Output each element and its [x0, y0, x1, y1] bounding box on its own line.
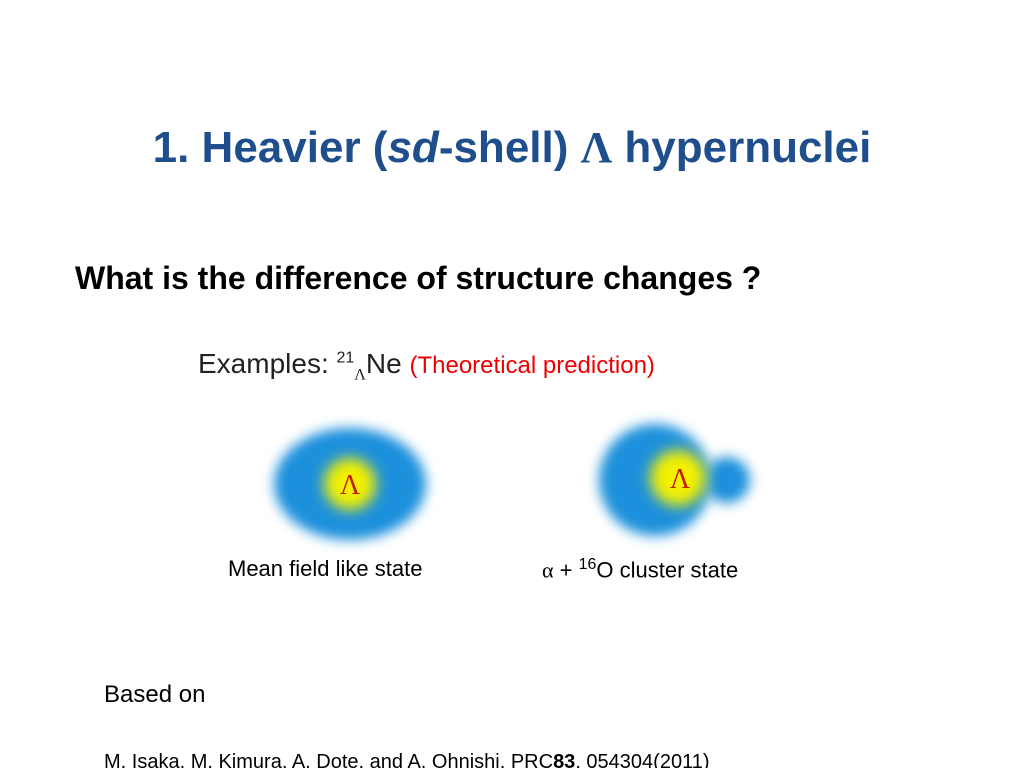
caption: α + 16O cluster state [542, 556, 738, 583]
volume: 83 [553, 751, 576, 768]
note: (Theoretical prediction) [409, 352, 655, 379]
mean-field-blob: Λ [274, 428, 426, 540]
mass-number: 16 [578, 556, 597, 573]
reference-intro: Based on [104, 681, 206, 708]
caption-text: + [553, 557, 579, 583]
examples-label: Examples: [198, 348, 337, 379]
examples: Examples: 21ΛNe (Theoretical prediction) [198, 348, 655, 385]
mass-number: 21 [336, 349, 355, 367]
lambda-subscript: Λ [354, 366, 366, 384]
title: 1. Heavier (sd-shell) Λ hypernuclei [0, 122, 1024, 173]
reference: Based on M. Isaka, M. Kimura, A. Dote, a… [104, 645, 710, 768]
caption: Mean field like state [228, 556, 423, 581]
reference-citation: M. Isaka, M. Kimura, A. Dote, and A. Ohn… [104, 751, 710, 768]
title-symbol: Λ [580, 123, 613, 172]
lambda-label: Λ [670, 464, 691, 495]
cluster-blob: Λ [599, 424, 750, 536]
lambda-label: Λ [340, 470, 361, 501]
title-text: 1. Heavier ( [152, 123, 388, 172]
element: Ne [365, 348, 402, 379]
subtitle: What is the difference of structure chan… [75, 260, 762, 296]
caption-text: O cluster state [596, 557, 739, 583]
title-text: hypernuclei [612, 123, 872, 172]
pages: , 054304(2011) [575, 751, 710, 768]
title-italic: sd [387, 123, 439, 172]
authors: M. Isaka, M. Kimura, A. Dote, and A. Ohn… [104, 751, 554, 768]
alpha: α [542, 557, 554, 583]
title-text: -shell) [438, 123, 581, 172]
